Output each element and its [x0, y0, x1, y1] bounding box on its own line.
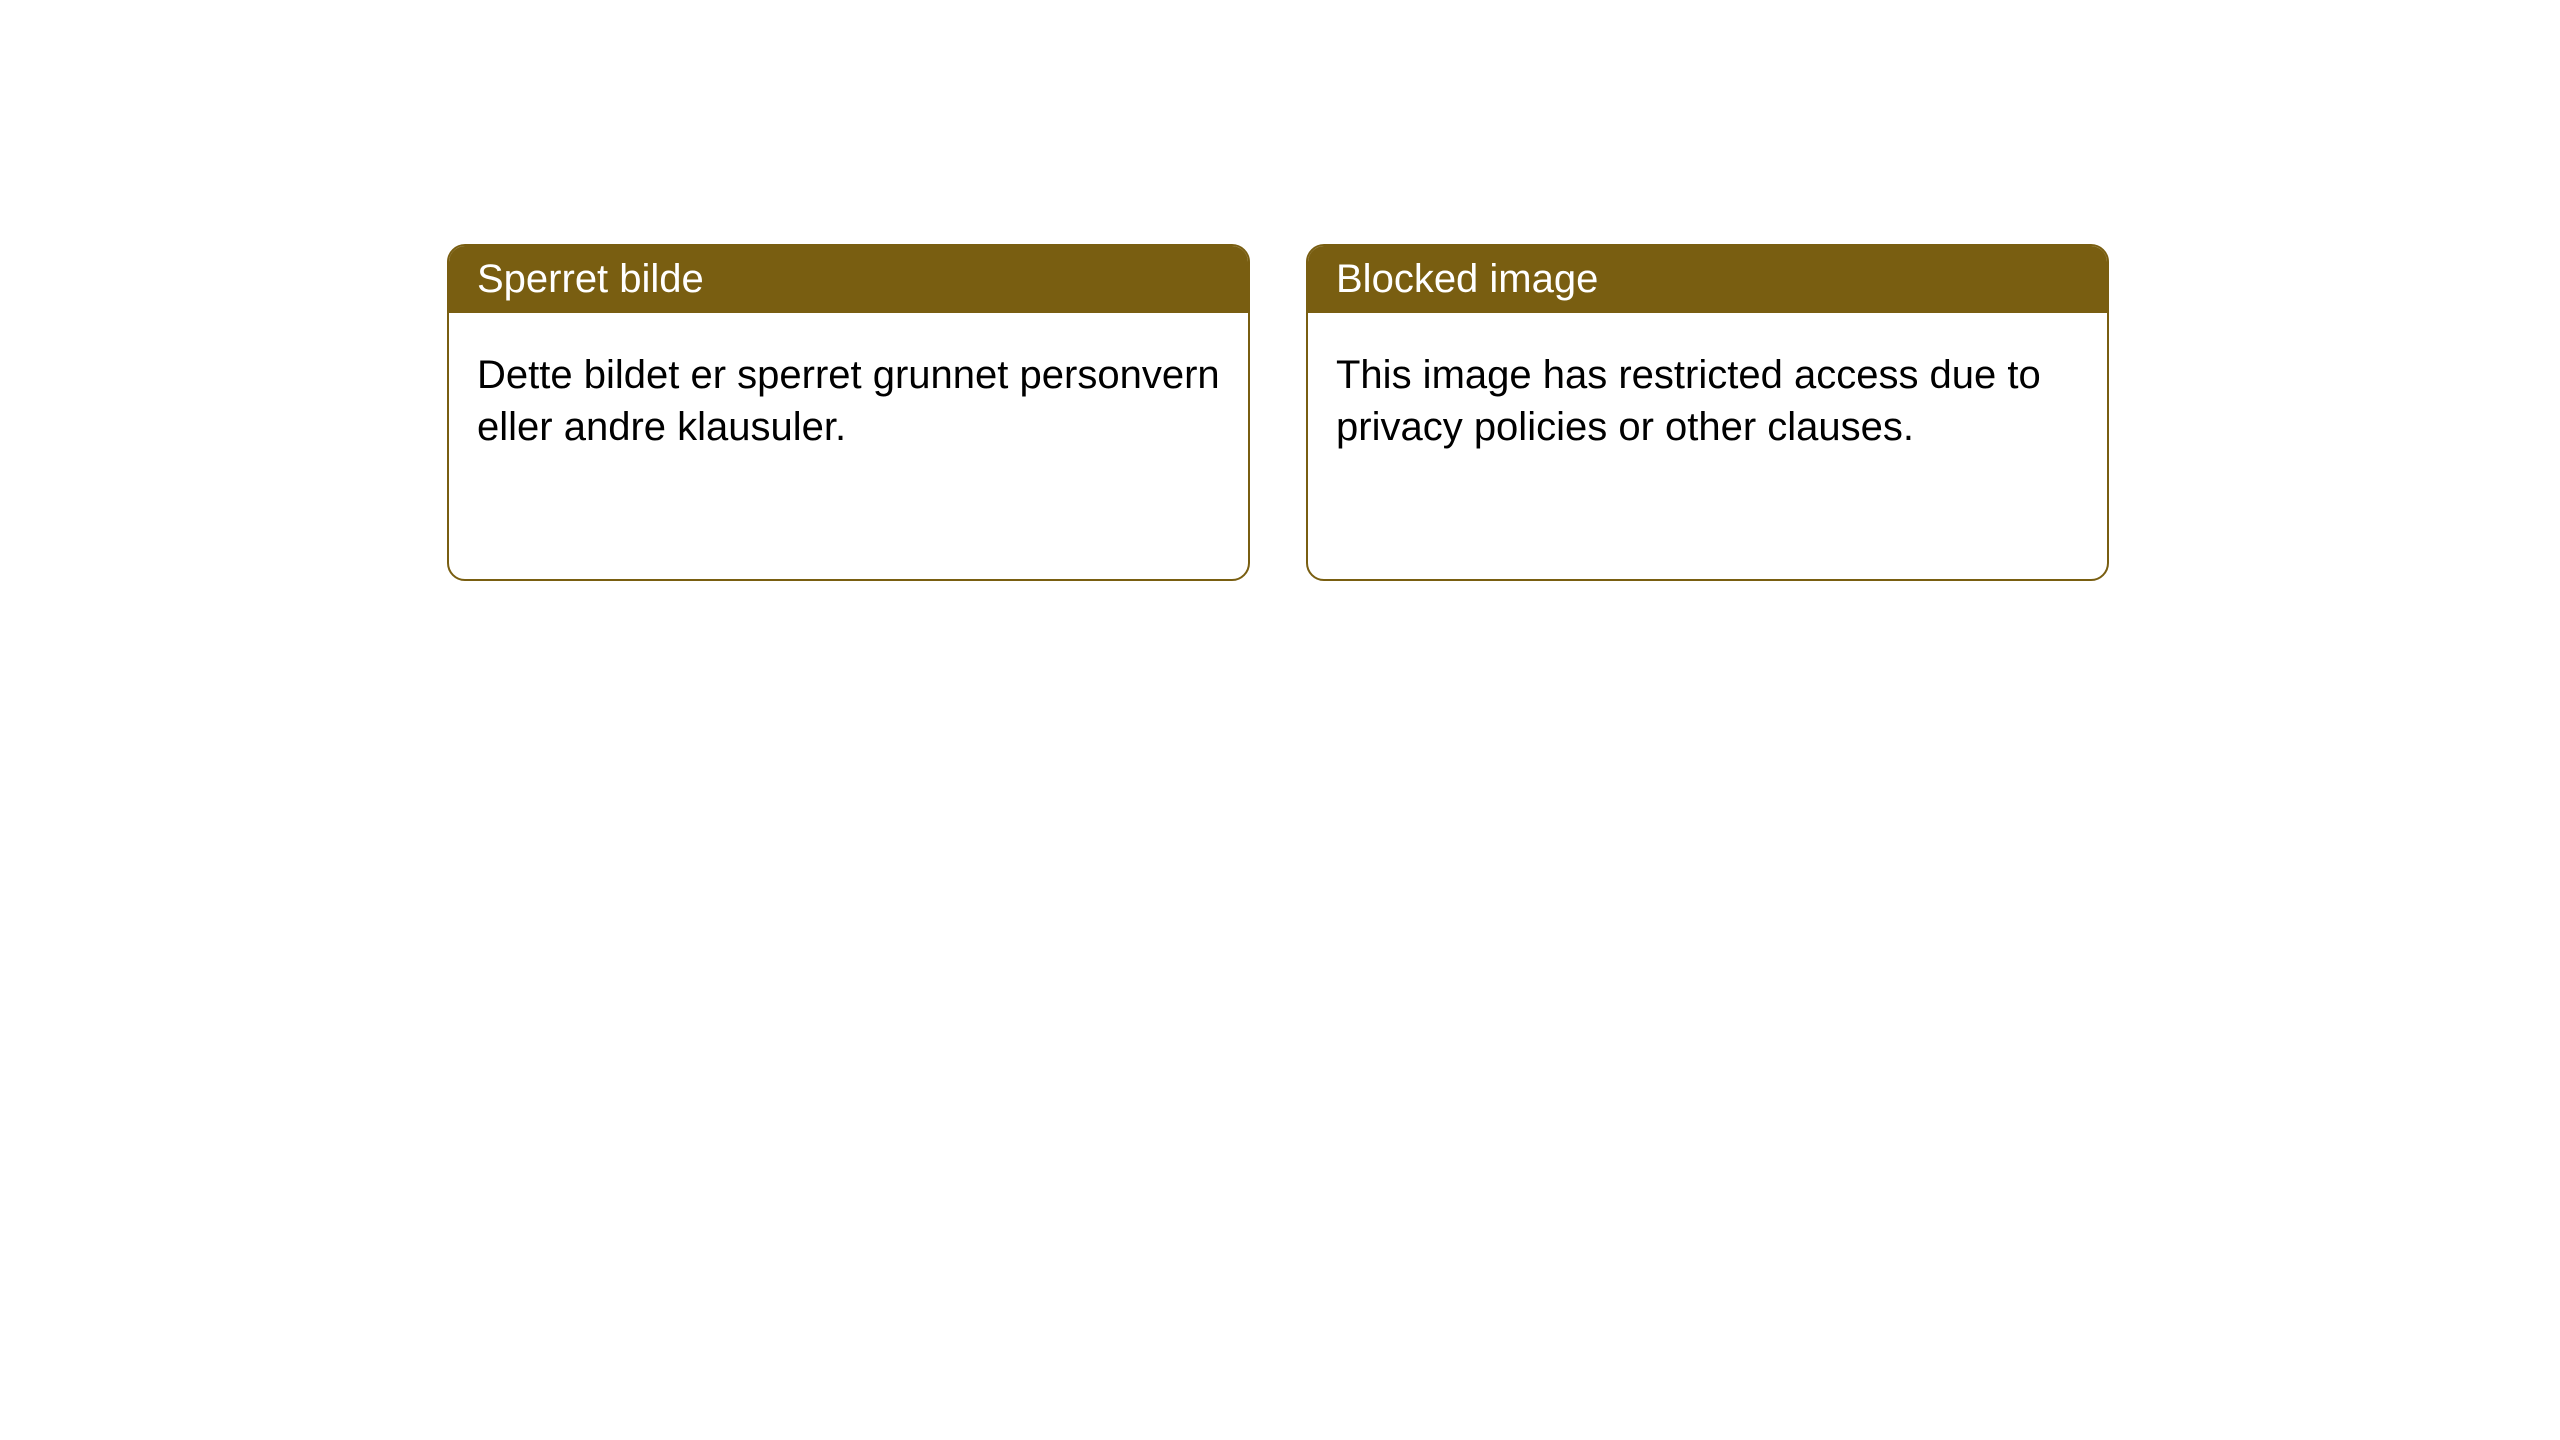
notice-message: Dette bildet er sperret grunnet personve… [449, 313, 1248, 489]
notice-container: Sperret bilde Dette bildet er sperret gr… [0, 0, 2560, 581]
notice-card-norwegian: Sperret bilde Dette bildet er sperret gr… [447, 244, 1250, 581]
notice-title: Blocked image [1308, 246, 2107, 313]
notice-card-english: Blocked image This image has restricted … [1306, 244, 2109, 581]
notice-title: Sperret bilde [449, 246, 1248, 313]
notice-message: This image has restricted access due to … [1308, 313, 2107, 489]
